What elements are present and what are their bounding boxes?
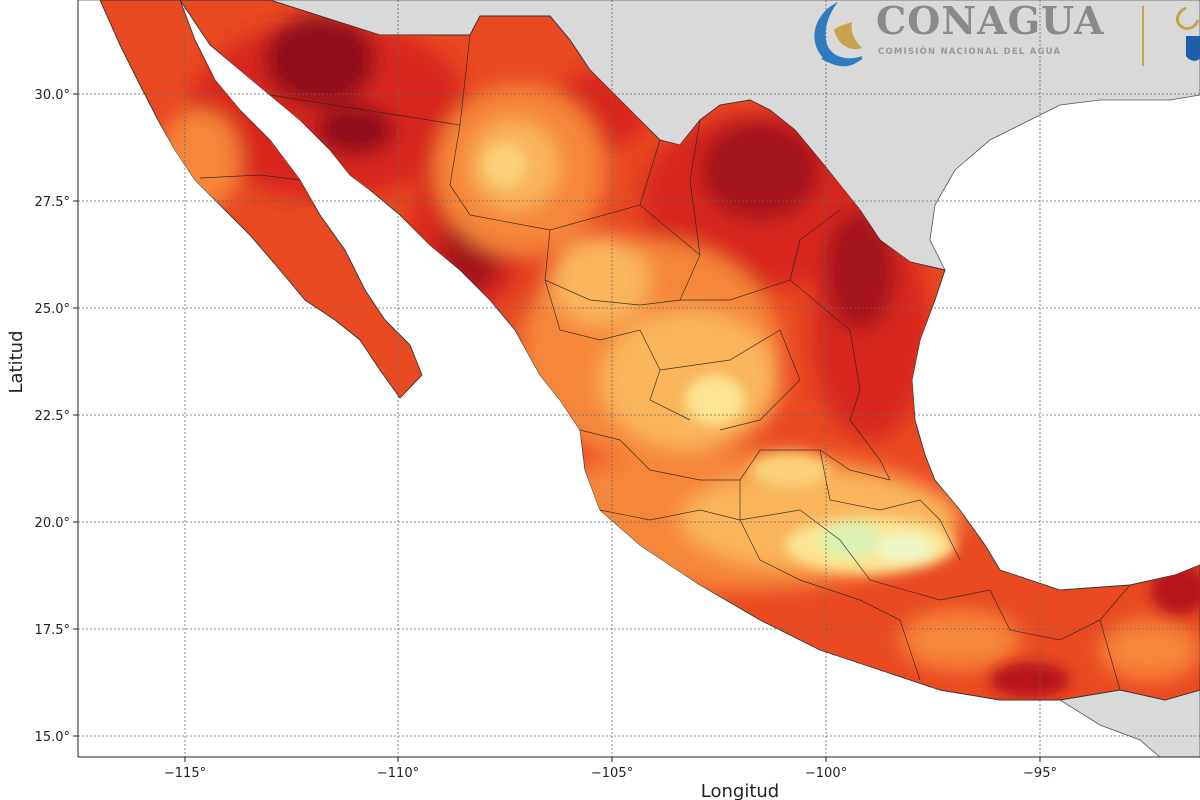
conagua-logo: CONAGUA COMISIÓN NACIONAL DEL AGUA xyxy=(814,0,1200,67)
x-tick-label: −95° xyxy=(1023,766,1057,781)
y-tick-label: 30.0° xyxy=(35,88,70,103)
gridlines xyxy=(78,0,1200,757)
y-axis-label: Latitud xyxy=(6,330,27,393)
y-tick-label: 20.0° xyxy=(35,516,70,531)
y-tick-label: 15.0° xyxy=(35,730,70,745)
y-tick-label: 25.0° xyxy=(35,302,70,317)
y-tick-label: 17.5° xyxy=(35,623,70,638)
x-tick-label: −105° xyxy=(591,766,633,781)
x-axis-label: Longitud xyxy=(701,781,779,800)
y-tick-label: 27.5° xyxy=(35,195,70,210)
secondary-logo-icon xyxy=(1176,6,1200,61)
tick-marks xyxy=(73,93,1041,762)
logo-name: CONAGUA xyxy=(876,0,1104,43)
x-tick-label: −115° xyxy=(164,766,206,781)
conagua-emblem-icon xyxy=(814,2,863,67)
y-tick-label: 22.5° xyxy=(35,409,70,424)
x-tick-label: −110° xyxy=(377,766,419,781)
state-borders xyxy=(199,34,1131,691)
logo-subtitle: COMISIÓN NACIONAL DEL AGUA xyxy=(878,45,1061,57)
x-tick-label: −100° xyxy=(805,766,847,781)
